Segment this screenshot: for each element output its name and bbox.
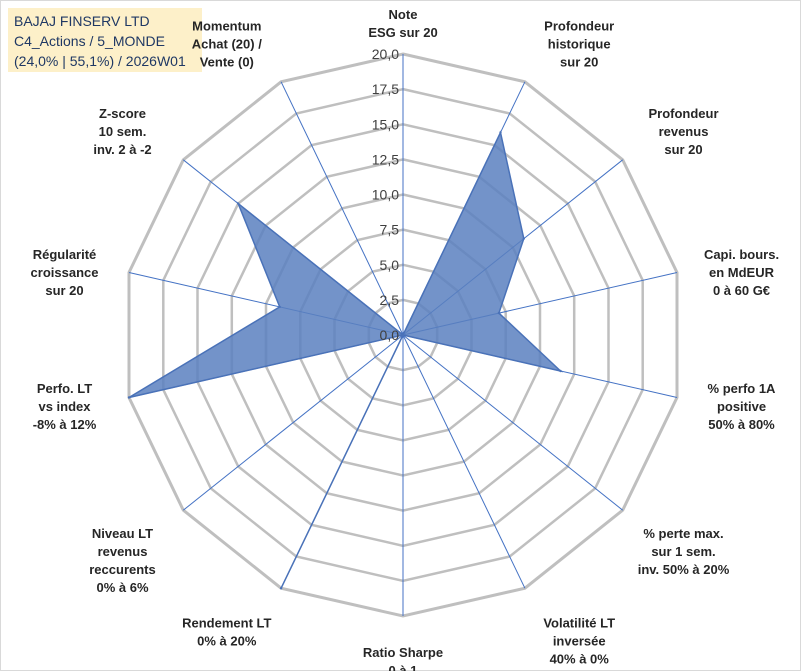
axis-label-line: Ratio Sharpe [363, 645, 443, 660]
axis-label-line: ESG sur 20 [368, 25, 437, 40]
axis-label-line: Note [389, 7, 418, 22]
axis-label-line: Profondeur [544, 19, 614, 34]
axis-label-line: Niveau LT [92, 526, 153, 541]
axis-spoke [402, 334, 624, 511]
axis-label-line: sur 20 [664, 142, 702, 157]
chart-title-box: BAJAJ FINSERV LTD C4_Actions / 5_MONDE (… [8, 8, 202, 72]
chart-title-line: (24,0% | 55,1%) / 2026W01 [14, 53, 186, 69]
tick-label: 10,0 [372, 187, 399, 203]
axis-label: Volatilité LT inversée 40% à 0% [543, 615, 615, 666]
axis-label-line: reccurents [89, 562, 155, 577]
chart-title-line: BAJAJ FINSERV LTD [14, 13, 150, 29]
axis-label-line: Momentum [192, 19, 261, 34]
axis-label-line: en MdEUR [709, 265, 775, 280]
data-point [499, 131, 502, 134]
axis-label: % perfo 1A positive 50% à 80% [708, 381, 777, 432]
axis-spoke [280, 81, 404, 336]
axis-label-line: revenus [98, 544, 148, 559]
axis-spoke [402, 334, 526, 589]
axis-label-line: 0% à 6% [96, 580, 148, 595]
data-point [401, 333, 405, 337]
axis-spoke [182, 334, 404, 511]
tick-label: 15,0 [372, 116, 399, 132]
tick-label: 5,0 [380, 257, 400, 273]
axis-label-line: % perte max. [643, 526, 723, 541]
axis-label-line: -8% à 12% [33, 417, 97, 432]
data-point [559, 369, 562, 373]
data-point [497, 311, 501, 315]
axis-label: Profondeur historique sur 20 [544, 19, 614, 70]
axis-label: Note ESG sur 20 [368, 7, 437, 40]
chart-title-line: C4_Actions / 5_MONDE [14, 33, 165, 49]
axis-label-line: Perfo. LT [37, 381, 92, 396]
axis-label-line: Z-score [99, 106, 146, 121]
radar-axis-labels: Note ESG sur 20 Profondeur historique sur 20… [31, 7, 780, 671]
axis-label-line: % perfo 1A [708, 381, 777, 396]
tick-label: 12,5 [372, 151, 399, 167]
axis-label-line: Volatilité LT [543, 615, 615, 630]
axis-label-line: 0 à 1 [389, 663, 418, 671]
axis-label-line: Régularité [33, 247, 97, 262]
radar-series [127, 130, 564, 590]
series-area [128, 130, 564, 589]
axis-label-line: historique [548, 37, 611, 52]
data-point [278, 305, 281, 309]
tick-label: 2,5 [380, 292, 400, 308]
axis-label-line: sur 20 [560, 55, 598, 70]
data-point [237, 202, 240, 205]
axis-label: Ratio Sharpe 0 à 1 [363, 645, 443, 671]
tick-label: 0,0 [380, 327, 400, 343]
axis-label: % perte max. sur 1 sem. inv. 50% à 20% [638, 526, 730, 577]
axis-label-line: revenus [659, 124, 709, 139]
tick-label: 7,5 [380, 222, 400, 238]
axis-label-line: vs index [38, 399, 91, 414]
data-point [522, 237, 525, 240]
tick-label: 20,0 [372, 46, 399, 62]
axis-label-line: Achat (20) / [192, 37, 262, 52]
axis-label-line: Rendement LT [182, 615, 271, 630]
axis-label-line: 0% à 20% [197, 633, 257, 648]
axis-label-line: 50% à 80% [708, 417, 775, 432]
axis-label-line: inv. 2 à -2 [93, 142, 151, 157]
axis-label-line: croissance [31, 265, 99, 280]
axis-label-line: Vente (0) [200, 55, 254, 70]
axis-label: Régularité croissance sur 20 [31, 247, 99, 298]
axis-label-line: Capi. bours. [704, 247, 779, 262]
axis-label-line: 0 à 60 G€ [713, 283, 770, 298]
axis-label-line: 10 sem. [99, 124, 147, 139]
tick-label: 17,5 [372, 81, 399, 97]
axis-label: Perfo. LT vs index -8% à 12% [33, 381, 97, 432]
axis-label: Niveau LT revenus reccurents 0% à 6% [89, 526, 155, 595]
axis-label-line: sur 1 sem. [651, 544, 715, 559]
axis-label-line: Profondeur [648, 106, 718, 121]
axis-label: Profondeur revenus sur 20 [648, 106, 718, 157]
axis-label-line: 40% à 0% [550, 651, 610, 666]
axis-label-line: inv. 50% à 20% [638, 562, 730, 577]
axis-label: Z-score 10 sem. inv. 2 à -2 [93, 106, 151, 157]
axis-label-line: positive [717, 399, 766, 414]
data-point [127, 396, 131, 399]
axis-label: Capi. bours. en MdEUR 0 à 60 G€ [704, 247, 779, 298]
data-point [279, 587, 283, 590]
radar-tick-labels: 0,0 2,5 5,0 7,5 10,0 12,5 15,0 17,5 20,0 [372, 46, 399, 343]
axis-label: Momentum Achat (20) / Vente (0) [192, 19, 262, 70]
axis-label-line: inversée [553, 633, 606, 648]
axis-label: Rendement LT 0% à 20% [182, 615, 271, 648]
axis-label-line: sur 20 [45, 283, 83, 298]
